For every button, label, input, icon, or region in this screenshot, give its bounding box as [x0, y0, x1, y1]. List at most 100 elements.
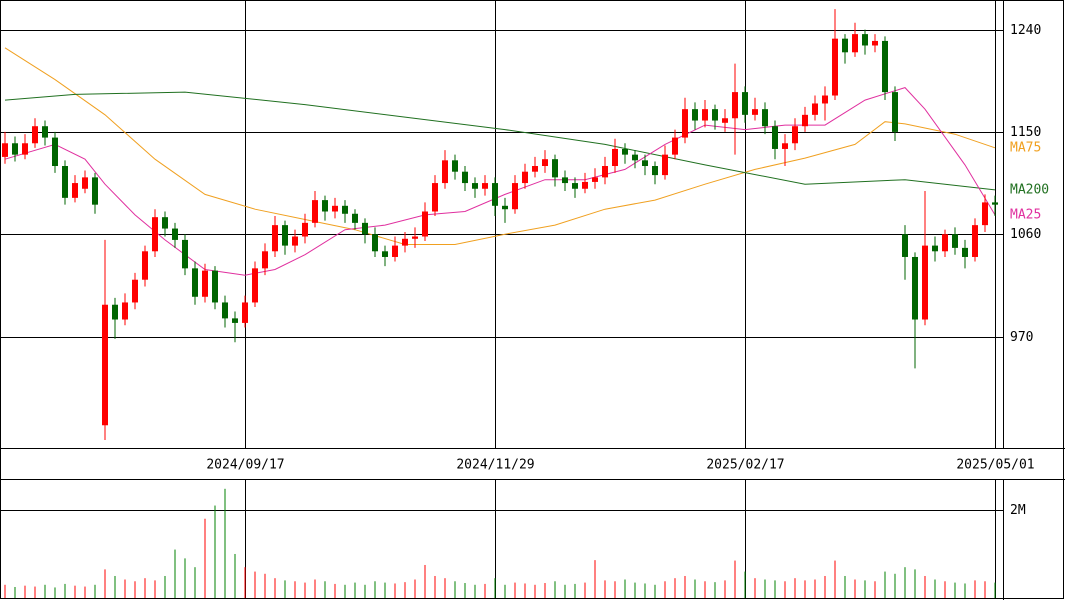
candle-body: [762, 109, 768, 127]
y-tick-label: 2M: [1010, 503, 1026, 518]
candle-body: [982, 202, 988, 226]
candle-body: [322, 200, 328, 212]
volume-bar: [174, 549, 176, 598]
candle-body: [542, 159, 548, 167]
volume-bar: [284, 580, 286, 598]
volume-bar: [334, 583, 336, 598]
volume-bar: [824, 575, 826, 598]
candle-body: [352, 213, 358, 223]
volume-bar: [874, 581, 876, 598]
volume-bar: [594, 560, 596, 598]
volume-bar: [304, 582, 306, 598]
volume-bar: [624, 579, 626, 598]
candle-body: [742, 92, 748, 115]
candle-body: [422, 211, 428, 237]
volume-bar: [664, 581, 666, 598]
volume-bar: [954, 582, 956, 598]
volume-bar: [844, 575, 846, 598]
volume-bar: [314, 579, 316, 598]
candle-body: [712, 109, 718, 121]
candle-body: [452, 160, 458, 172]
candle-body: [492, 183, 498, 206]
candle-body: [732, 92, 738, 119]
candle-body: [282, 225, 288, 246]
candle-body: [922, 245, 928, 320]
candle-body: [682, 109, 688, 138]
volume-bar: [584, 582, 586, 598]
volume-bar: [344, 584, 346, 598]
volume-bar: [394, 583, 396, 598]
volume-bar: [554, 581, 556, 598]
candle-body: [872, 40, 878, 46]
volume-bar: [324, 581, 326, 598]
candle-body: [402, 238, 408, 246]
volume-bar: [574, 583, 576, 598]
volume-bar: [914, 569, 916, 598]
candle-body: [182, 239, 188, 269]
candle-body: [662, 154, 668, 176]
candle-body: [532, 166, 538, 172]
volume-bar: [704, 581, 706, 598]
candle-body: [112, 304, 118, 320]
candle-body: [62, 166, 68, 198]
candle-body: [862, 34, 868, 46]
candle-body: [72, 183, 78, 198]
volume-bar: [764, 579, 766, 598]
candle-body: [562, 177, 568, 184]
volume-bar: [44, 584, 46, 598]
legend-label: MA200: [1010, 182, 1049, 197]
volume-bar: [4, 584, 6, 598]
y-tick-label: 1240: [1010, 23, 1041, 38]
volume-bar: [734, 560, 736, 598]
volume-bar: [614, 581, 616, 598]
volume-bar: [494, 578, 496, 598]
candle-body: [822, 95, 828, 104]
volume-bar: [104, 569, 106, 598]
candle-body: [312, 200, 318, 223]
y-tick-label: 1060: [1010, 227, 1041, 242]
volume-bar: [924, 575, 926, 598]
candle-body: [192, 268, 198, 297]
x-tick-label: 2024/09/17: [206, 458, 284, 473]
candle-body: [202, 270, 208, 297]
y-tick-label: 970: [1010, 330, 1033, 345]
volume-bar: [904, 567, 906, 598]
legend-label: MA25: [1010, 207, 1041, 222]
volume-bar: [204, 518, 206, 598]
volume-bar: [674, 578, 676, 598]
candle-body: [652, 166, 658, 176]
volume-bar: [64, 583, 66, 598]
candle-body: [392, 245, 398, 257]
candle-body: [82, 177, 88, 189]
candle-body: [372, 234, 378, 252]
candle-body: [882, 40, 888, 93]
volume-bar: [854, 579, 856, 598]
candle-body: [52, 137, 58, 167]
candle-body: [512, 183, 518, 210]
x-tick-label: 2024/11/29: [456, 458, 534, 473]
moving-average-line: [4, 47, 996, 245]
candle-body: [502, 205, 508, 210]
candle-body: [432, 183, 438, 212]
candle-body: [802, 114, 808, 127]
volume-bar: [74, 585, 76, 598]
volume-bar: [154, 580, 156, 598]
volume-bar: [474, 584, 476, 598]
volume-bar: [524, 583, 526, 598]
candle-body: [242, 302, 248, 323]
volume-bar: [364, 584, 366, 598]
candle-body: [472, 183, 478, 189]
candle-body: [2, 143, 8, 157]
candle-body: [522, 171, 528, 184]
candle-body: [302, 222, 308, 237]
candle-body: [942, 234, 948, 252]
candle-body: [142, 251, 148, 280]
volume-bar: [514, 582, 516, 598]
volume-bar: [264, 573, 266, 598]
volume-bar: [804, 580, 806, 598]
candle-body: [792, 126, 798, 144]
candle-body: [622, 148, 628, 155]
candle-body: [42, 126, 48, 138]
candle-body: [962, 247, 968, 257]
